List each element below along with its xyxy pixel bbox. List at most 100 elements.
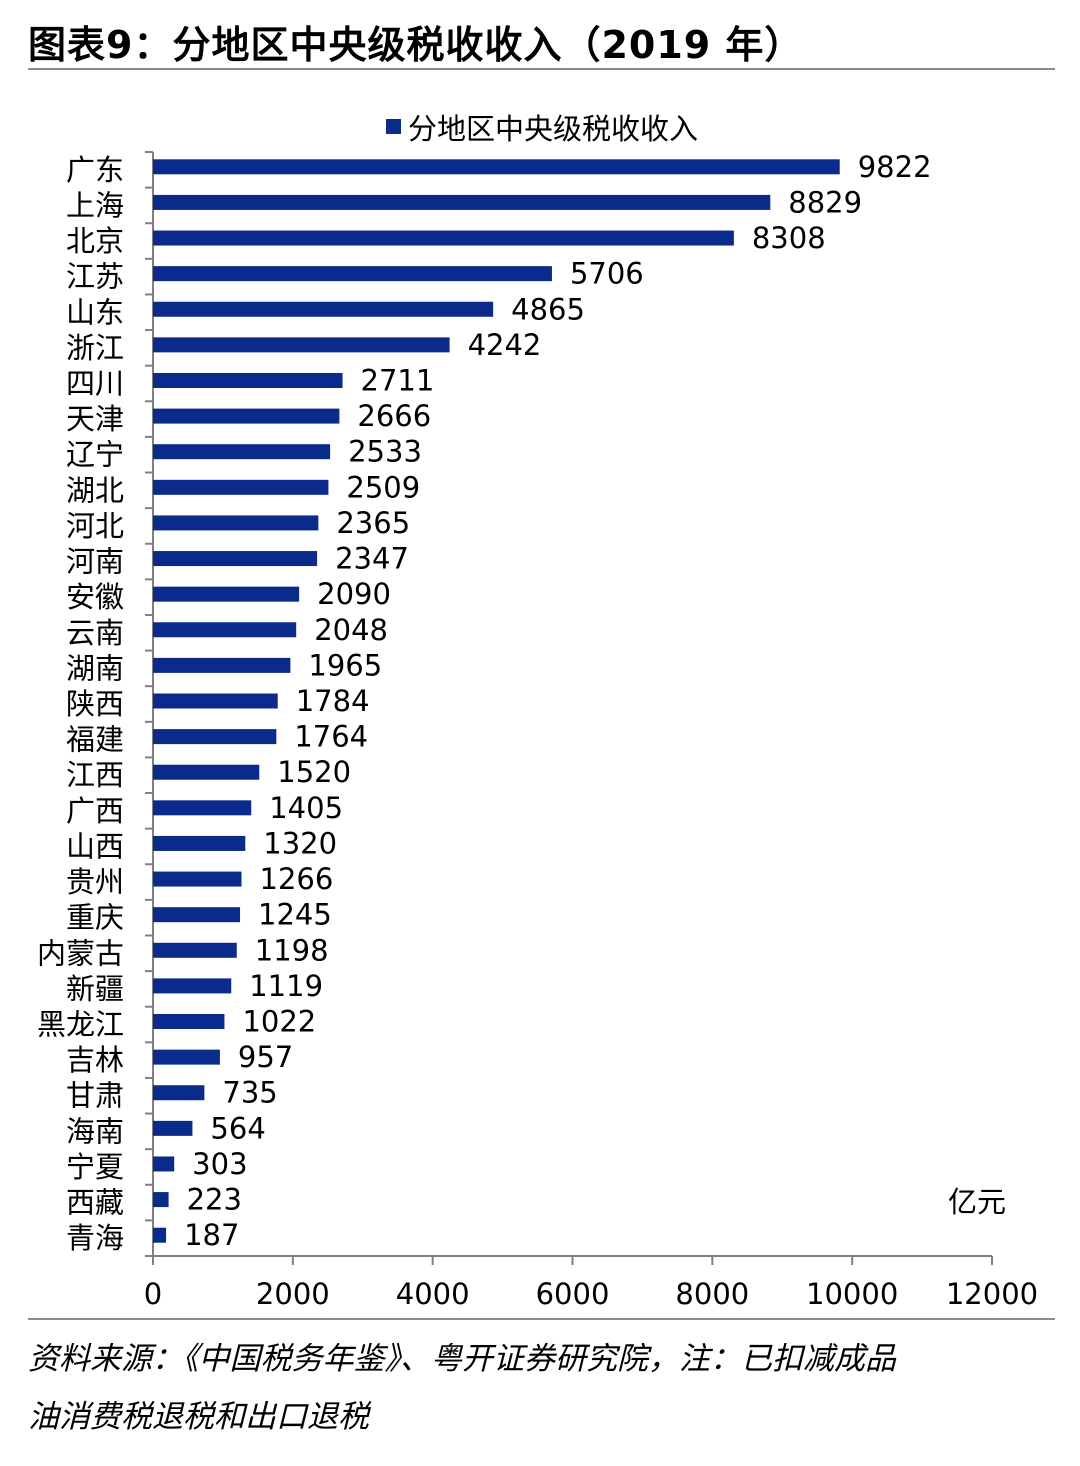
bar-辽宁 bbox=[153, 444, 331, 460]
value-label: 8829 bbox=[788, 185, 862, 219]
bar-广东 bbox=[153, 159, 840, 175]
title-divider bbox=[28, 68, 1055, 70]
bar-河北 bbox=[153, 515, 319, 531]
category-label: 广东 bbox=[66, 153, 124, 187]
bar-河南 bbox=[153, 551, 318, 567]
bar-云南 bbox=[153, 622, 297, 638]
legend-swatch bbox=[386, 119, 401, 134]
bar-新疆 bbox=[153, 978, 232, 994]
unit-label: 亿元 bbox=[948, 1185, 1006, 1219]
category-label: 甘肃 bbox=[66, 1079, 124, 1113]
bar-湖北 bbox=[153, 479, 329, 495]
category-label: 天津 bbox=[66, 402, 124, 436]
chart-legend: 分地区中央级税收收入 bbox=[386, 112, 698, 146]
value-label: 2347 bbox=[335, 542, 409, 576]
value-label: 303 bbox=[192, 1147, 247, 1181]
value-label: 957 bbox=[238, 1040, 293, 1074]
value-label: 1764 bbox=[294, 720, 368, 754]
value-label: 5706 bbox=[570, 257, 644, 291]
category-label: 贵州 bbox=[66, 865, 124, 899]
category-label: 河北 bbox=[66, 509, 124, 543]
figure-title: 图表9：分地区中央级税收收入（2019 年） bbox=[28, 23, 804, 67]
bar-四川 bbox=[153, 372, 343, 388]
bar-内蒙古 bbox=[153, 942, 237, 958]
category-label: 海南 bbox=[66, 1114, 124, 1148]
category-label: 湖南 bbox=[66, 651, 124, 685]
value-label: 2365 bbox=[336, 506, 410, 540]
category-label: 上海 bbox=[66, 188, 124, 222]
value-label: 4242 bbox=[468, 328, 542, 362]
value-label: 187 bbox=[184, 1218, 239, 1252]
bar-贵州 bbox=[153, 871, 242, 887]
value-label: 2048 bbox=[314, 613, 388, 647]
category-label: 新疆 bbox=[66, 972, 124, 1006]
bar-重庆 bbox=[153, 907, 241, 923]
x-tick-label: 10000 bbox=[806, 1277, 898, 1311]
bar-宁夏 bbox=[153, 1156, 175, 1172]
bar-陕西 bbox=[153, 693, 278, 709]
category-label: 吉林 bbox=[66, 1043, 124, 1077]
value-label: 1965 bbox=[308, 648, 382, 682]
category-label: 浙江 bbox=[66, 331, 124, 365]
value-label: 564 bbox=[210, 1111, 265, 1145]
x-tick-label: 2000 bbox=[256, 1277, 330, 1311]
value-label: 2509 bbox=[346, 470, 420, 504]
bar-江苏 bbox=[153, 266, 552, 282]
category-label: 黑龙江 bbox=[37, 1008, 124, 1042]
category-label: 青海 bbox=[66, 1221, 124, 1255]
value-label: 223 bbox=[187, 1183, 242, 1217]
legend-entry: 分地区中央级税收收入 bbox=[408, 112, 698, 146]
value-label: 2711 bbox=[361, 363, 435, 397]
x-tick-label: 4000 bbox=[396, 1277, 470, 1311]
bar-安徽 bbox=[153, 586, 300, 602]
category-label: 四川 bbox=[66, 366, 124, 400]
category-label: 重庆 bbox=[66, 901, 124, 935]
category-label: 广西 bbox=[66, 794, 124, 828]
x-tick-label: 6000 bbox=[536, 1277, 610, 1311]
category-label: 福建 bbox=[66, 723, 124, 757]
bar-甘肃 bbox=[153, 1085, 205, 1101]
x-tick-label: 8000 bbox=[675, 1277, 749, 1311]
bar-湖南 bbox=[153, 657, 291, 673]
category-label: 北京 bbox=[66, 224, 124, 258]
source-divider bbox=[28, 1318, 1055, 1320]
bar-山西 bbox=[153, 835, 246, 851]
value-label: 1405 bbox=[269, 791, 343, 825]
source-line-1: 资料来源：《中国税务年鉴》、粤开证券研究院，注：已扣减成品 bbox=[28, 1341, 896, 1377]
value-label: 735 bbox=[222, 1076, 277, 1110]
bar-西藏 bbox=[153, 1192, 169, 1208]
category-label: 湖北 bbox=[66, 473, 124, 507]
bar-福建 bbox=[153, 729, 277, 745]
value-label: 9822 bbox=[858, 150, 932, 184]
value-label: 1784 bbox=[296, 684, 370, 718]
value-label: 4865 bbox=[511, 292, 585, 326]
chart-axes: 0 2000 4000 6000 8000 10000 12000 bbox=[144, 151, 1038, 1311]
bar-山东 bbox=[153, 301, 494, 317]
category-label: 河南 bbox=[66, 545, 124, 579]
bar-青海 bbox=[153, 1227, 167, 1243]
category-label: 西藏 bbox=[66, 1186, 124, 1220]
x-tick-label: 12000 bbox=[946, 1277, 1038, 1311]
category-label: 云南 bbox=[66, 616, 124, 650]
value-label: 2533 bbox=[348, 435, 422, 469]
value-label: 1520 bbox=[277, 755, 351, 789]
bar-江西 bbox=[153, 764, 260, 780]
value-label: 2666 bbox=[357, 399, 431, 433]
bar-chart: 分地区中央级税收收入 0 2000 4000 6000 8000 10000 12000 广… bbox=[37, 112, 1038, 1311]
source-note: 资料来源：《中国税务年鉴》、粤开证券研究院，注：已扣减成品 油消费税退税和出口退… bbox=[28, 1330, 1058, 1446]
value-label: 8308 bbox=[752, 221, 826, 255]
source-line-2: 油消费税退税和出口退税 bbox=[28, 1399, 369, 1435]
bar-group: 广东 9822 上海 8829 北京 8308 江苏 5706 山东 4865 浙江 4242 四川 27… bbox=[37, 150, 932, 1255]
category-label: 江西 bbox=[66, 758, 124, 792]
bar-北京 bbox=[153, 230, 734, 246]
value-label: 1245 bbox=[258, 898, 332, 932]
category-label: 山西 bbox=[66, 829, 124, 863]
category-label: 辽宁 bbox=[66, 438, 124, 472]
category-label: 宁夏 bbox=[66, 1150, 124, 1184]
category-label: 江苏 bbox=[66, 260, 124, 294]
bar-吉林 bbox=[153, 1049, 220, 1065]
value-label: 1320 bbox=[263, 826, 337, 860]
value-label: 2090 bbox=[317, 577, 391, 611]
bar-海南 bbox=[153, 1120, 193, 1136]
bar-上海 bbox=[153, 194, 771, 210]
